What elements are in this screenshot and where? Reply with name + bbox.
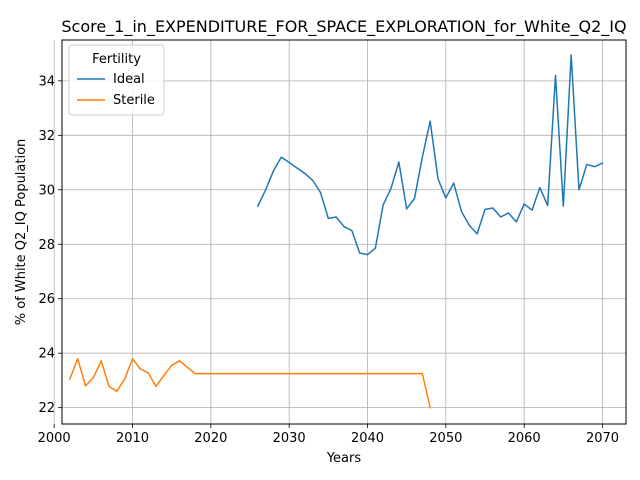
legend-title: Fertility [92, 52, 141, 67]
y-axis: 22 24 26 28 30 32 34 [38, 74, 62, 416]
series-lines [68, 54, 604, 409]
x-tick-label: 2010 [116, 431, 149, 446]
x-tick-label: 2060 [508, 431, 541, 446]
legend-label-sterile: Sterile [113, 93, 155, 108]
x-axis-label: Years [326, 451, 362, 466]
grid-lines [53, 40, 626, 424]
x-tick-label: 2050 [429, 431, 462, 446]
chart-title: Score_1_in_EXPENDITURE_FOR_SPACE_EXPLORA… [61, 17, 626, 37]
y-tick-label: 22 [38, 401, 55, 416]
plot-frame [61, 39, 627, 425]
legend-label-ideal: Ideal [113, 72, 145, 87]
y-tick-label: 30 [38, 183, 55, 198]
y-axis-label: % of White Q2_IQ Population [14, 139, 29, 326]
y-tick-label: 26 [38, 292, 55, 307]
x-axis: 2000 2010 2020 2030 2040 2050 2060 2070 [38, 424, 619, 446]
x-tick-label: 2040 [351, 431, 384, 446]
x-tick-label: 2030 [273, 431, 306, 446]
legend: Fertility Ideal Sterile [68, 44, 165, 116]
y-tick-label: 32 [38, 129, 55, 144]
y-tick-label: 24 [38, 347, 55, 362]
legend-box [68, 44, 165, 116]
y-tick-label: 28 [38, 238, 55, 253]
x-tick-label: 2070 [586, 431, 619, 446]
x-tick-label: 2000 [38, 431, 71, 446]
series-line-sterile [68, 357, 432, 409]
series-line-ideal [256, 54, 604, 256]
x-tick-label: 2020 [194, 431, 227, 446]
y-tick-label: 34 [38, 74, 55, 89]
